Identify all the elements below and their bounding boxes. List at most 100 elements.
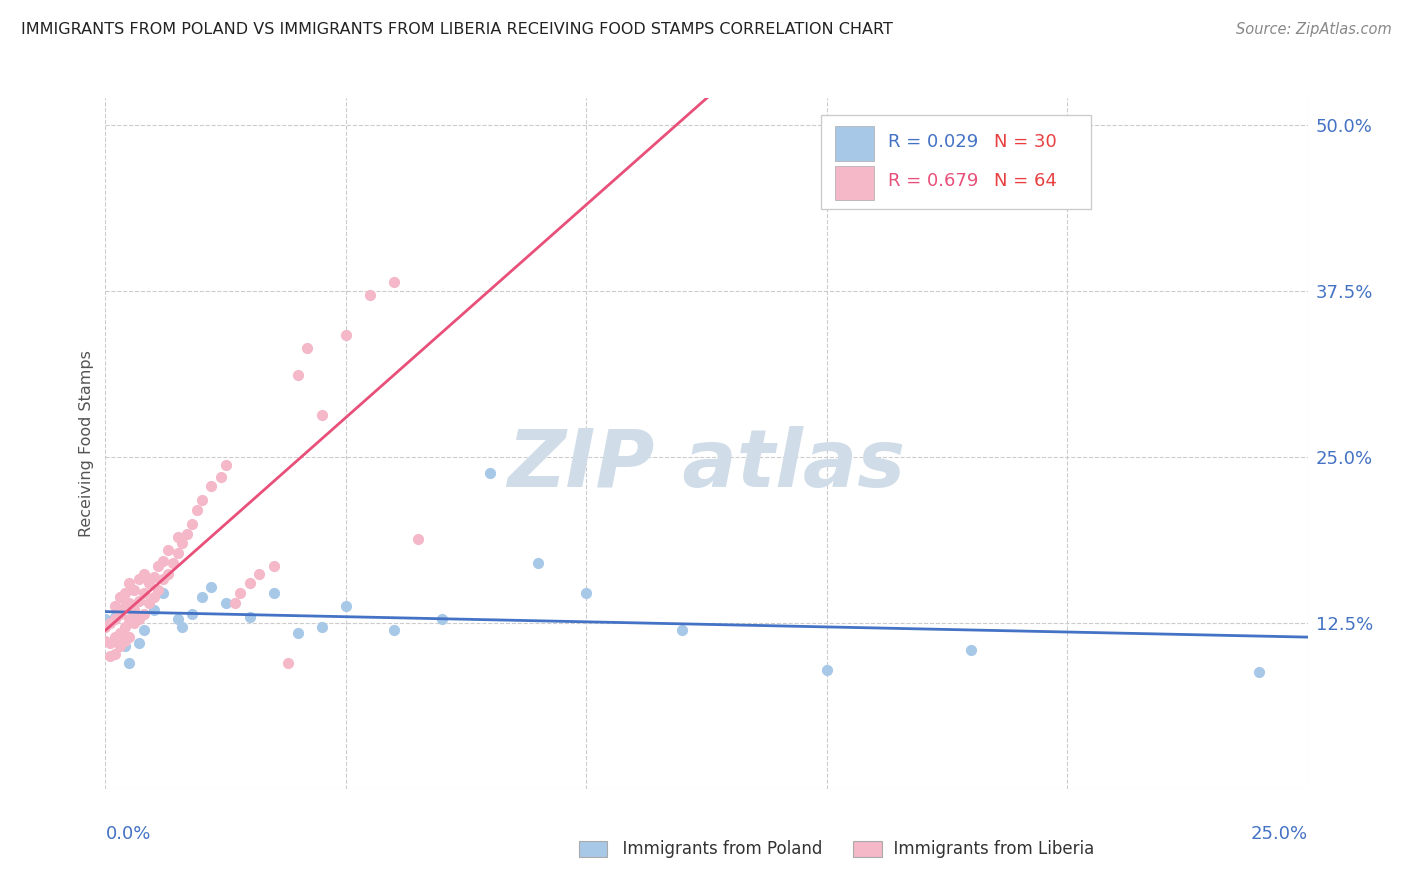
Point (162, 557, 184, 571)
Point (138, 576, 160, 591)
Point (479, 466, 502, 480)
Point (142, 570, 165, 584)
Point (142, 590, 165, 604)
Point (247, 567, 270, 582)
Y-axis label: Receiving Food Stamps: Receiving Food Stamps (79, 351, 94, 537)
Point (114, 633, 136, 648)
Point (277, 656, 299, 670)
Point (200, 479, 222, 493)
Text: Source: ZipAtlas.com: Source: ZipAtlas.com (1236, 22, 1392, 37)
Point (382, 275, 405, 289)
FancyBboxPatch shape (821, 115, 1091, 209)
Point (229, 585, 252, 599)
Point (124, 616, 146, 631)
Point (190, 492, 212, 507)
Point (142, 603, 165, 617)
Point (287, 368, 309, 382)
Point (152, 554, 174, 568)
Point (108, 625, 131, 640)
Point (311, 620, 333, 634)
Text: N = 30: N = 30 (994, 133, 1056, 151)
Point (214, 596, 236, 610)
Point (104, 612, 127, 626)
Point (108, 590, 131, 604)
Point (382, 623, 405, 637)
Bar (579, 841, 607, 857)
Point (239, 609, 262, 624)
FancyBboxPatch shape (835, 166, 873, 200)
Point (359, 288, 381, 302)
Point (406, 533, 429, 547)
Point (575, 585, 598, 599)
Point (114, 639, 136, 653)
Point (960, 643, 983, 657)
Point (138, 596, 160, 610)
Point (108, 639, 131, 653)
FancyBboxPatch shape (835, 127, 873, 161)
Point (104, 599, 127, 613)
Point (118, 576, 141, 591)
Point (148, 582, 170, 597)
Point (124, 603, 146, 617)
Point (104, 647, 127, 661)
Point (132, 623, 155, 637)
Text: Immigrants from Liberia: Immigrants from Liberia (883, 840, 1094, 858)
Bar (853, 841, 882, 857)
Point (527, 557, 550, 571)
Point (152, 573, 174, 587)
Point (104, 630, 127, 644)
Point (104, 609, 127, 624)
Point (128, 636, 150, 650)
Point (335, 599, 357, 613)
Point (118, 612, 141, 626)
Point (430, 612, 453, 626)
Point (94, 620, 117, 634)
Text: IMMIGRANTS FROM POLAND VS IMMIGRANTS FROM LIBERIA RECEIVING FOOD STAMPS CORRELAT: IMMIGRANTS FROM POLAND VS IMMIGRANTS FRO… (21, 22, 893, 37)
Point (124, 607, 146, 621)
Text: Immigrants from Poland: Immigrants from Poland (612, 840, 823, 858)
Point (128, 593, 150, 607)
Point (166, 530, 188, 544)
Point (114, 599, 136, 613)
Point (209, 470, 232, 484)
Point (118, 596, 141, 610)
Point (118, 656, 141, 670)
Point (815, 663, 838, 677)
Text: R = 0.029: R = 0.029 (889, 133, 979, 151)
Point (108, 607, 131, 621)
Point (181, 607, 204, 621)
Point (128, 573, 150, 587)
Point (156, 543, 179, 558)
Point (98, 616, 121, 631)
Point (311, 408, 333, 422)
Point (148, 559, 170, 574)
Point (94, 633, 117, 648)
Text: 25.0%: 25.0% (1250, 825, 1308, 843)
Point (108, 633, 131, 648)
Point (172, 536, 194, 550)
Text: N = 64: N = 64 (994, 172, 1057, 190)
Point (181, 516, 204, 531)
Point (98, 649, 121, 664)
Text: 0.0%: 0.0% (105, 825, 150, 843)
Point (156, 567, 179, 582)
Point (124, 582, 146, 597)
Point (190, 590, 212, 604)
Point (98, 636, 121, 650)
Point (132, 607, 155, 621)
Point (263, 585, 285, 599)
Point (176, 527, 198, 541)
Point (200, 580, 222, 594)
Point (287, 625, 309, 640)
Point (114, 585, 136, 599)
Point (214, 458, 236, 472)
Point (671, 623, 693, 637)
Point (118, 630, 141, 644)
Point (263, 559, 285, 574)
Point (166, 612, 188, 626)
Point (297, 341, 319, 355)
Point (132, 585, 155, 599)
Point (114, 620, 136, 634)
Point (166, 546, 188, 560)
Point (132, 567, 155, 582)
